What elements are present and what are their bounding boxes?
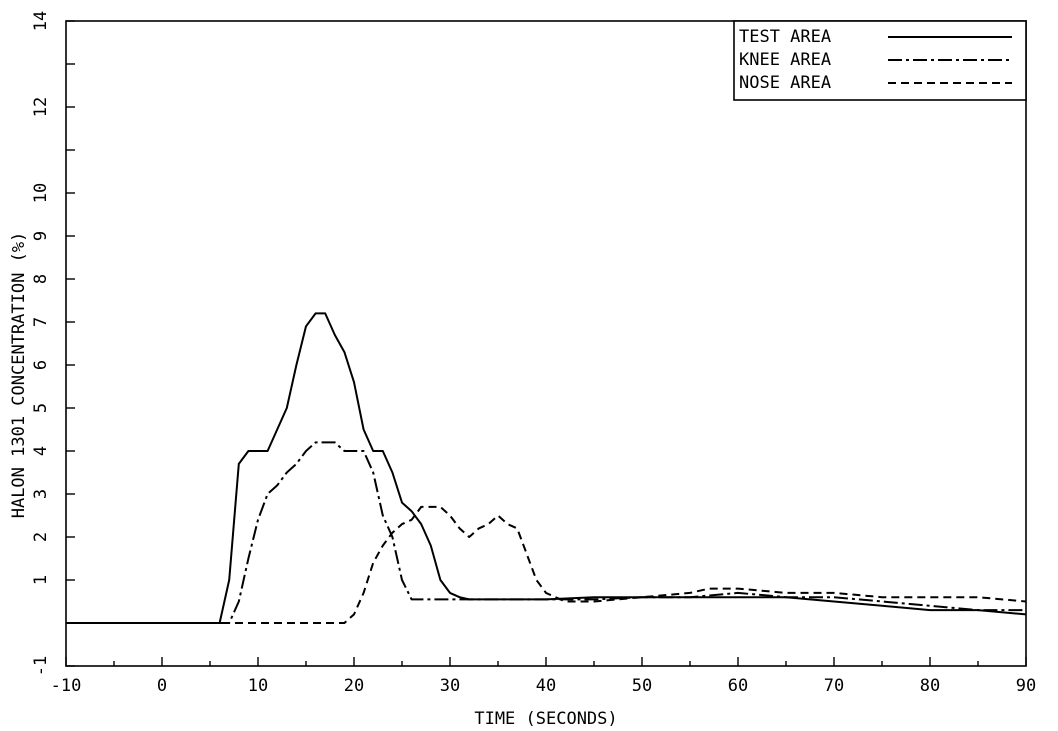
legend-box xyxy=(733,20,1027,101)
y-tick-label: 2 xyxy=(31,532,51,542)
y-tick-label: 6 xyxy=(31,360,51,370)
x-tick-label: 20 xyxy=(344,676,364,696)
series-test-area xyxy=(66,312,1027,624)
legend-label-nose-area: NOSE AREA xyxy=(739,73,831,93)
x-axis-label: TIME (SECONDS) xyxy=(474,709,617,729)
x-tick-label: 70 xyxy=(824,676,844,696)
y-tick-label: 1 xyxy=(31,575,51,585)
x-tick-label: 60 xyxy=(728,676,748,696)
y-tick-label: 5 xyxy=(31,403,51,413)
plot-frame xyxy=(65,20,1027,667)
legend-label-knee-area: KNEE AREA xyxy=(739,50,831,70)
y-tick-label: 10 xyxy=(31,183,51,203)
x-tick-label: 40 xyxy=(536,676,556,696)
x-tick-labels: -10 0 10 20 30 40 50 60 70 80 90 xyxy=(51,676,1037,696)
y-tick-label: 14 xyxy=(31,11,51,31)
x-tick-label: 80 xyxy=(920,676,940,696)
series-layer xyxy=(66,312,1027,624)
y-tick-label: 12 xyxy=(31,97,51,117)
x-tick-label: 30 xyxy=(440,676,460,696)
legend-label-test-area: TEST AREA xyxy=(739,27,831,47)
x-tick-label: 50 xyxy=(632,676,652,696)
x-tick-label: 0 xyxy=(157,676,167,696)
axis-ticks xyxy=(65,20,1027,667)
y-tick-label: 4 xyxy=(31,446,51,456)
y-tick-label: 7 xyxy=(31,317,51,327)
y-tick-label: 9 xyxy=(31,231,51,241)
series-knee-area xyxy=(66,441,1026,624)
series-nose-area xyxy=(66,505,1027,624)
legend: TEST AREA KNEE AREA NOSE AREA xyxy=(733,20,1027,101)
x-tick-label: 10 xyxy=(248,676,268,696)
y-tick-label: -1 xyxy=(31,656,51,676)
y-axis-label: HALON 1301 CONCENTRATION (%) xyxy=(9,232,29,519)
y-tick-label: 3 xyxy=(31,489,51,499)
x-tick-label: -10 xyxy=(51,676,82,696)
x-tick-label: 90 xyxy=(1016,676,1036,696)
y-tick-label: 8 xyxy=(31,274,51,284)
